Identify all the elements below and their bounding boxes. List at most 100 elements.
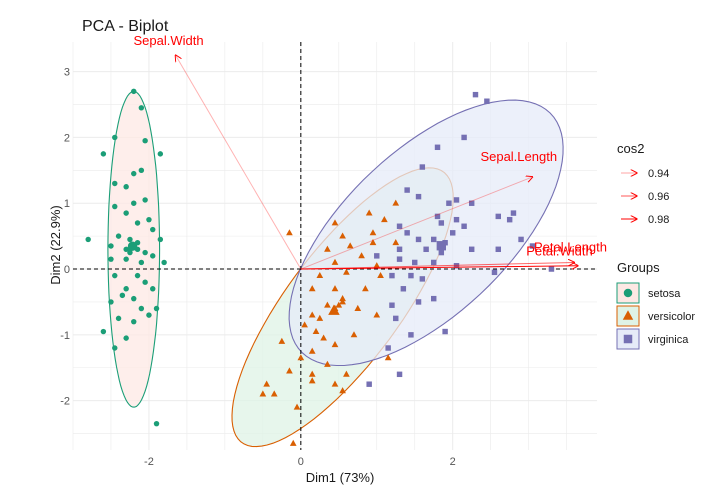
cos2-legend-label: 0.94 [648,168,669,180]
virginica-point [518,236,524,243]
virginica-point [404,187,410,193]
setosa-point [131,88,137,95]
ellipse-virginica [288,99,564,367]
versicolor-point [339,298,346,305]
virginica-point [389,302,395,308]
virginica-point [506,216,513,223]
virginica-point [396,246,403,253]
setosa-point [146,312,152,318]
groups-legend-marker-virginica [623,334,633,344]
virginica-point [491,269,498,276]
setosa-point [112,203,118,210]
groups-legend-label: setosa [648,288,681,300]
virginica-point [453,216,460,223]
versicolor-point [259,390,267,397]
cos2-legend-label: 0.98 [648,214,669,226]
tick-labels: -2 0 2 -2 -1 0 1 2 3 [60,67,456,468]
virginica-point [412,259,418,266]
versicolor-point [339,232,346,239]
y-tick-label: 3 [64,67,70,79]
setosa-point [131,295,137,302]
arrow-sepal-length [300,177,533,270]
setosa-point [134,220,141,226]
versicolor-point [316,314,324,321]
versicolor-point [331,285,339,292]
virginica-point [366,381,372,387]
setosa-point [100,151,107,157]
setosa-point [123,246,129,253]
versicolor-point [308,285,316,292]
setosa-point [85,236,91,243]
virginica-point [495,246,501,253]
groups-legend-label: versicolor [648,311,695,323]
virginica-point [374,253,380,259]
versicolor-point [308,370,316,377]
variable-arrows: Sepal.Width Sepal.Length Petal.WidthPetal.… [134,33,607,270]
setosa-point [138,305,145,312]
versicolor-point [354,304,362,311]
y-tick-label: -2 [60,396,70,408]
label-sepal-width: Sepal.Width [134,33,204,48]
setosa-point [142,197,148,203]
versicolor-mean-point [328,304,340,315]
setosa-point [150,286,156,292]
label-petal-width: Petal.Width [526,243,592,258]
versicolor-point [331,380,339,387]
setosa-point [138,105,145,111]
virginica-point [529,243,536,249]
arrow-petal-width [300,262,574,270]
versicolor-point [324,301,331,308]
virginica-point [442,328,448,335]
y-tick-label: 2 [64,132,70,144]
versicolor-point [373,262,381,269]
virginica-point [453,197,460,203]
setosa-mean-point [127,241,138,251]
setosa-point [123,256,129,262]
setosa-point [108,256,114,262]
virginica-point [548,266,555,272]
setosa-point [112,345,118,351]
virginica-point [434,213,441,220]
virginica-point [423,246,429,253]
virginica-point [408,332,414,338]
setosa-point [108,299,114,305]
versicolor-point [331,258,339,265]
versicolor-point [339,387,346,394]
virginica-point [446,200,452,206]
virginica-point [385,345,391,351]
setosa-point [112,272,118,279]
cos2-legend-label: 0.96 [648,191,669,203]
virginica-point [393,315,399,322]
setosa-point [138,259,145,266]
setosa-point [142,279,148,285]
virginica-point [472,91,479,98]
versicolor-point [331,219,339,226]
x-tick-label: -2 [144,456,154,468]
setosa-point [119,292,126,299]
y-tick-label: 1 [64,198,70,210]
setosa-point [153,305,160,312]
virginica-point [438,249,445,256]
virginica-point [468,200,475,206]
versicolor-point [335,301,343,308]
setosa-point [146,216,152,223]
virginica-point [415,193,422,200]
virginica-point [415,299,422,305]
versicolor-point [270,390,278,397]
setosa-point [112,134,118,141]
data-points [85,88,555,446]
setosa-point [138,167,145,174]
virginica-point [495,213,501,220]
versicolor-point [339,294,346,302]
versicolor-point [293,403,301,410]
versicolor-point [312,327,320,334]
setosa-point [142,249,148,256]
versicolor-point [308,377,316,384]
versicolor-point [350,331,358,338]
versicolor-point [343,268,350,275]
setosa-point [157,236,164,243]
versicolor-point [263,380,270,387]
virginica-point [419,276,426,282]
versicolor-point [343,370,350,377]
